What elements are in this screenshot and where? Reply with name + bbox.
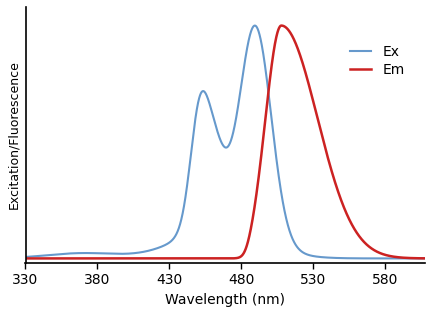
- Ex: [374, 257, 379, 260]
- Em: [374, 250, 379, 253]
- Em: [177, 257, 182, 260]
- Em: [23, 257, 28, 260]
- X-axis label: Wavelength (nm): Wavelength (nm): [165, 293, 285, 307]
- Ex: [93, 251, 98, 255]
- Ex: [418, 257, 423, 260]
- Ex: [195, 105, 200, 109]
- Ex: [69, 252, 74, 255]
- Em: [418, 257, 423, 260]
- Legend: Ex, Em: Ex, Em: [345, 40, 410, 83]
- Ex: [252, 24, 257, 27]
- Em: [69, 257, 74, 260]
- Ex: [23, 255, 28, 259]
- Em: [279, 24, 284, 27]
- Line: Ex: Ex: [25, 25, 428, 258]
- Y-axis label: Excitation/Fluorescence: Excitation/Fluorescence: [7, 61, 20, 209]
- Line: Em: Em: [25, 25, 428, 258]
- Em: [426, 257, 431, 260]
- Em: [195, 257, 200, 260]
- Em: [93, 257, 98, 260]
- Ex: [426, 257, 431, 260]
- Ex: [177, 223, 182, 227]
